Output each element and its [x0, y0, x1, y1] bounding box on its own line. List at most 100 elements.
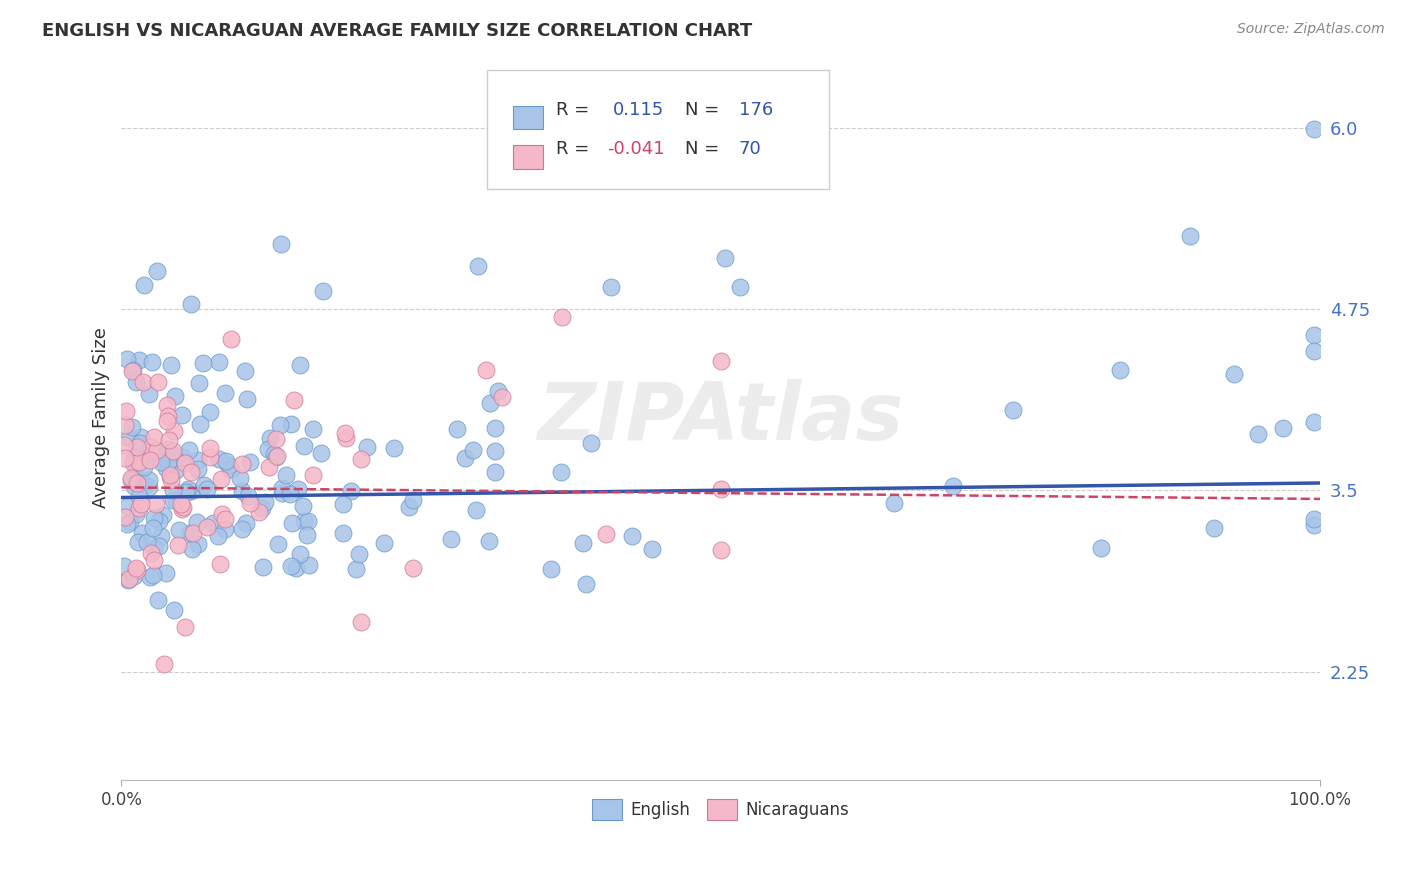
Point — [117, 499, 139, 513]
Point — [141, 440, 163, 454]
Y-axis label: Average Family Size: Average Family Size — [93, 327, 110, 508]
Point — [1303, 344, 1326, 359]
Point — [112, 438, 135, 452]
FancyBboxPatch shape — [486, 70, 828, 189]
Point — [491, 391, 513, 405]
Point — [115, 516, 138, 531]
Point — [162, 443, 184, 458]
Point — [125, 563, 148, 577]
Point — [152, 508, 174, 522]
Point — [132, 277, 155, 292]
Point — [148, 514, 170, 528]
Point — [122, 569, 145, 583]
Point — [219, 462, 242, 476]
Point — [1247, 427, 1270, 442]
Point — [124, 479, 146, 493]
Point — [291, 499, 314, 513]
Point — [124, 451, 146, 466]
Point — [115, 403, 138, 417]
Point — [484, 421, 506, 435]
Point — [209, 472, 232, 486]
Point — [135, 535, 157, 549]
Point — [187, 537, 209, 551]
Point — [129, 443, 152, 458]
Point — [198, 442, 221, 456]
Point — [402, 561, 425, 575]
Point — [188, 376, 211, 391]
Point — [229, 471, 252, 485]
Point — [250, 500, 273, 515]
Point — [170, 408, 193, 422]
Point — [170, 497, 193, 511]
Point — [149, 529, 172, 543]
Point — [128, 500, 150, 515]
Point — [112, 559, 135, 574]
Point — [132, 375, 155, 389]
Point — [231, 522, 253, 536]
Point — [179, 525, 201, 540]
Point — [600, 279, 623, 293]
Point — [163, 602, 186, 616]
Point — [145, 264, 167, 278]
Point — [191, 356, 214, 370]
Point — [301, 422, 323, 436]
Point — [575, 577, 598, 591]
Point — [141, 354, 163, 368]
Point — [201, 516, 224, 530]
Legend: English, Nicaraguans: English, Nicaraguans — [585, 793, 856, 826]
Point — [281, 516, 304, 530]
Point — [350, 615, 373, 630]
Point — [156, 398, 179, 412]
Point — [252, 559, 274, 574]
Point — [309, 445, 332, 459]
Point — [373, 536, 395, 550]
Point — [217, 458, 239, 473]
Point — [335, 431, 357, 445]
FancyBboxPatch shape — [513, 105, 543, 129]
Point — [121, 364, 143, 378]
Point — [208, 355, 231, 369]
Point — [125, 376, 148, 390]
Point — [231, 457, 253, 471]
Point — [138, 473, 160, 487]
Point — [156, 455, 179, 469]
Point — [180, 541, 202, 556]
Point — [155, 566, 177, 581]
Point — [142, 430, 165, 444]
Point — [467, 259, 489, 273]
Point — [1202, 521, 1225, 535]
Point — [454, 450, 477, 465]
Point — [208, 451, 231, 466]
Point — [124, 456, 146, 470]
Point — [139, 546, 162, 560]
Point — [231, 484, 253, 499]
Point — [550, 465, 572, 479]
Point — [276, 468, 298, 483]
Point — [301, 468, 323, 483]
Point — [339, 484, 361, 499]
Text: Source: ZipAtlas.com: Source: ZipAtlas.com — [1237, 22, 1385, 37]
Point — [139, 570, 162, 584]
Point — [146, 442, 169, 457]
Point — [259, 431, 281, 445]
Point — [131, 526, 153, 541]
Point — [283, 392, 305, 407]
Point — [595, 526, 617, 541]
Point — [486, 384, 509, 399]
Point — [180, 484, 202, 499]
Point — [125, 476, 148, 491]
Text: ZIPAtlas: ZIPAtlas — [537, 379, 904, 457]
FancyBboxPatch shape — [513, 145, 543, 169]
Point — [143, 511, 166, 525]
Point — [219, 332, 242, 346]
Point — [114, 450, 136, 465]
Point — [356, 441, 378, 455]
Point — [120, 470, 142, 484]
Point — [1303, 327, 1326, 342]
Point — [280, 558, 302, 573]
Point — [239, 496, 262, 510]
Point — [157, 433, 180, 447]
Point — [148, 593, 170, 607]
Point — [263, 446, 285, 460]
Point — [214, 386, 236, 401]
